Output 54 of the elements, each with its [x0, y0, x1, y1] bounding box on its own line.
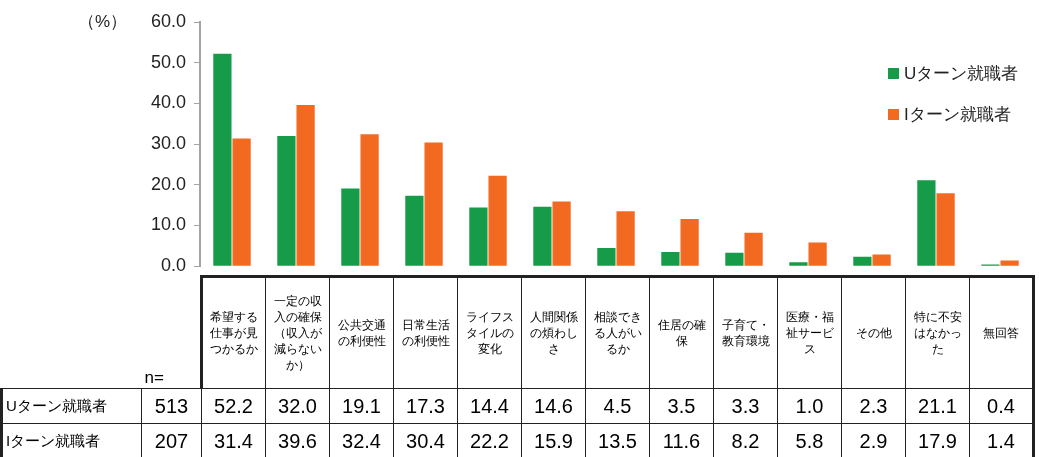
data-label: 21.1 [905, 388, 970, 424]
text: n= [141, 276, 202, 389]
data-label: 17.9 [905, 423, 970, 457]
data-label: 19.1 [329, 388, 394, 424]
data-label: 2.3 [841, 388, 906, 424]
legend-label: Iターン就職者 [904, 104, 1011, 126]
x-tick-label: 一定の収入の確保（収入が減らないか） [265, 276, 330, 389]
data-label: 32.4 [329, 423, 394, 457]
data-label: 3.5 [649, 388, 714, 424]
data-label: 0.4 [969, 388, 1034, 424]
x-tick-label: 住居の確保 [649, 276, 714, 389]
y-tick-label: 20.0 [150, 173, 186, 194]
data-label: 11.6 [649, 423, 714, 457]
data-label: 17.3 [393, 388, 458, 424]
text: 513 [141, 388, 202, 424]
y-tick-label: 60.0 [150, 10, 186, 31]
y-tick-label: 10.0 [150, 214, 186, 235]
y-axis-title: （%） [78, 11, 128, 33]
data-label: 4.5 [585, 388, 650, 424]
data-label: 39.6 [265, 423, 330, 457]
x-tick-label: 医療・福祉サービス [777, 276, 842, 389]
x-tick-label: 公共交通の利便性 [329, 276, 394, 389]
data-label: 2.9 [841, 423, 906, 457]
data-label: 31.4 [201, 423, 266, 457]
data-label: 52.2 [201, 388, 266, 424]
x-tick-label: 子育て・教育環境 [713, 276, 778, 389]
data-label: 13.5 [585, 423, 650, 457]
data-label: 14.6 [521, 388, 586, 424]
data-label: 30.4 [393, 423, 458, 457]
y-tick-label: 30.0 [150, 133, 186, 154]
data-label: 15.9 [521, 423, 586, 457]
y-tick-label: 40.0 [150, 92, 186, 113]
data-label: 22.2 [457, 423, 522, 457]
x-tick-label: 無回答 [969, 276, 1034, 389]
data-label: 5.8 [777, 423, 842, 457]
x-tick-label: 特に不安はなかった [905, 276, 970, 389]
x-tick-label: 希望する仕事が見つかるか [201, 276, 266, 389]
legend-label: Uターン就職者 [904, 63, 1019, 85]
text: Uターン就職者 [6, 396, 107, 414]
y-tick-label: 50.0 [150, 51, 186, 72]
data-label: 32.0 [265, 388, 330, 424]
data-label: 1.4 [969, 423, 1034, 457]
x-tick-label: 日常生活の利便性 [393, 276, 458, 389]
y-tick-label: 0.0 [160, 255, 186, 276]
text: Iターン就職者 [6, 431, 101, 449]
x-tick-label: 人間関係の煩わしさ [521, 276, 586, 389]
x-tick-label: ライフスタイルの変化 [457, 276, 522, 389]
data-label: 14.4 [457, 388, 522, 424]
text: 207 [141, 423, 202, 457]
data-label: 1.0 [777, 388, 842, 424]
x-tick-label: その他 [841, 276, 906, 389]
x-tick-label: 相談できる人がいるか [585, 276, 650, 389]
data-label: 8.2 [713, 423, 778, 457]
data-label: 3.3 [713, 388, 778, 424]
